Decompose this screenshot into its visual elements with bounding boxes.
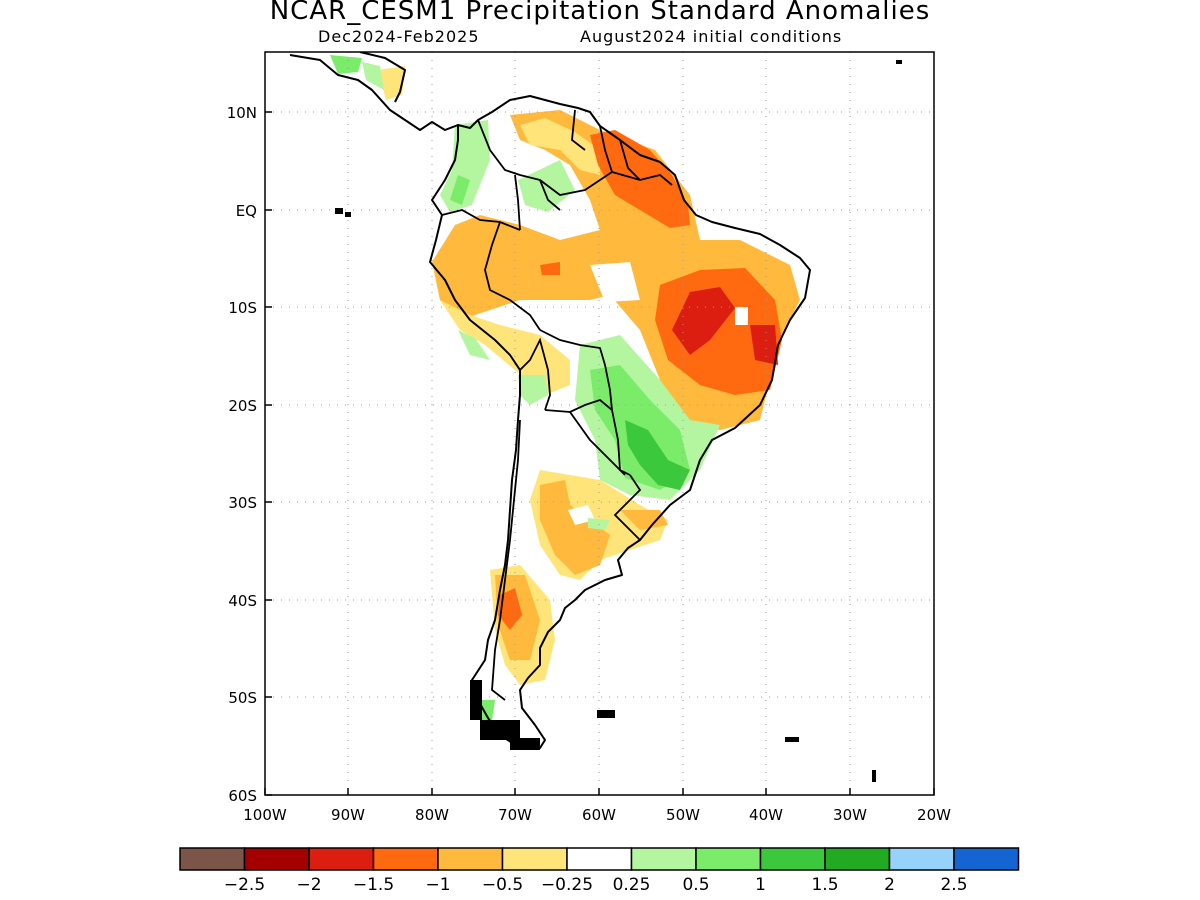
coastlines (289, 52, 811, 749)
anomaly-s-brazil-darkgreen (625, 420, 690, 490)
national-borders (441, 109, 673, 701)
border-suriname-fg (619, 139, 641, 181)
border-argentina-brazil-uruguay (613, 474, 642, 541)
border-peru-brazil (484, 221, 541, 331)
lat-tick-label: 40S (228, 592, 257, 610)
legend-swatch (566, 847, 633, 871)
lon-tick-label: 30W (833, 806, 867, 824)
border-bolivia-peru-chile (519, 337, 551, 411)
islands (335, 60, 902, 782)
legend-label: −2 (296, 875, 321, 895)
legend-swatch (243, 847, 310, 871)
initial-conditions: August2024 initial conditions (580, 27, 843, 46)
lat-tick-label: 10S (228, 299, 257, 317)
lat-tick-label: EQ (236, 202, 257, 220)
border-colombia-brazil (514, 174, 521, 231)
border-bolivia-brazil (539, 329, 613, 411)
legend-label: 2.5 (940, 875, 967, 895)
anomaly-venezuela-green (518, 160, 575, 212)
legend-swatch (759, 847, 826, 871)
legend-label: −2.5 (224, 875, 265, 895)
border-paraguay-brazil (611, 409, 631, 476)
south-america-coast (429, 95, 811, 749)
forecast-period: Dec2024-Feb2025 (318, 27, 480, 46)
lat-tick-label: 10N (227, 104, 257, 122)
anomaly-central-america-lightgreen (362, 62, 384, 90)
lat-tick-label: 20S (228, 397, 257, 415)
legend-label: −1 (425, 875, 450, 895)
lon-tick-label: 100W (243, 806, 287, 824)
anomaly-w-amazon-lightyellow (520, 118, 600, 175)
legend-label: 0.25 (613, 875, 651, 895)
anomaly-patagonia-red (498, 588, 522, 630)
anomaly-ne-brazil-white (735, 307, 748, 325)
legend-label: −0.25 (541, 875, 593, 895)
anomaly-w-amazon-red (540, 262, 560, 275)
anomaly-colombia-green (440, 120, 490, 212)
lat-tick-label: 60S (228, 787, 257, 805)
lat-tick-label: 30S (228, 494, 257, 512)
legend-label: −1.5 (353, 875, 394, 895)
lon-tick-label: 20W (917, 806, 951, 824)
legend-label: 2 (884, 875, 895, 895)
legend-swatch (888, 847, 955, 871)
legend-swatch (308, 847, 375, 871)
border-colombia-venezuela (477, 119, 561, 211)
lat-tick-label: 50S (228, 689, 257, 707)
border-argentina-chile (491, 419, 521, 701)
legend-swatch (437, 847, 504, 871)
anomaly-central-america-yellow (378, 66, 405, 100)
anomaly-peru-green (458, 330, 490, 360)
latitude-axis: 10N EQ 10S 20S 30S 40S 50S 60S (227, 104, 272, 805)
chart-title: NCAR_CESM1 Precipitation Standard Anomal… (269, 0, 931, 26)
lon-tick-label: 40W (749, 806, 783, 824)
legend-label: 0.5 (682, 875, 709, 895)
anomaly-chile-green (518, 375, 548, 405)
lon-tick-label: 80W (415, 806, 449, 824)
anomaly-ne-brazil-red (672, 287, 735, 355)
anomaly-ne-brazil-red-2 (750, 325, 778, 365)
border-venezuela-brazil (539, 171, 613, 196)
longitude-axis: 100W 90W 80W 70W 60W 50W 40W 30W 20W (243, 788, 951, 824)
border-colombia-ecuador-peru (441, 209, 521, 231)
legend-swatch (953, 847, 1020, 871)
central-america-north-coast (359, 52, 406, 103)
legend-swatch (501, 847, 568, 871)
border-fg-brazil (611, 171, 673, 186)
anomaly-central-america-green (330, 55, 362, 74)
lon-tick-label: 90W (331, 806, 365, 824)
legend-swatch (179, 847, 246, 871)
anomaly-peru-yellow (440, 300, 570, 395)
map-area (265, 52, 934, 795)
anomaly-uruguay-orange (620, 510, 668, 530)
legend-label: −0.5 (482, 875, 523, 895)
border-paraguay-argentina (569, 411, 626, 476)
lon-tick-label: 60W (582, 806, 616, 824)
legend-swatch (372, 847, 439, 871)
border-venezuela-guyana (571, 109, 586, 151)
legend-swatch (824, 847, 891, 871)
lon-tick-label: 70W (498, 806, 532, 824)
legend-swatch (695, 847, 762, 871)
legend-label: 1 (755, 875, 766, 895)
legend-swatch (630, 847, 697, 871)
anomaly-colombia-darkgreen (450, 175, 470, 205)
lon-tick-label: 50W (666, 806, 700, 824)
central-america-coast (289, 54, 459, 131)
border-guyana-suriname (599, 125, 613, 173)
anomaly-shading (330, 55, 800, 720)
anomaly-argentina-orange (540, 480, 610, 575)
anomaly-central-white (590, 262, 640, 302)
legend-label: 1.5 (811, 875, 838, 895)
border-bolivia-paraguay (544, 398, 613, 413)
